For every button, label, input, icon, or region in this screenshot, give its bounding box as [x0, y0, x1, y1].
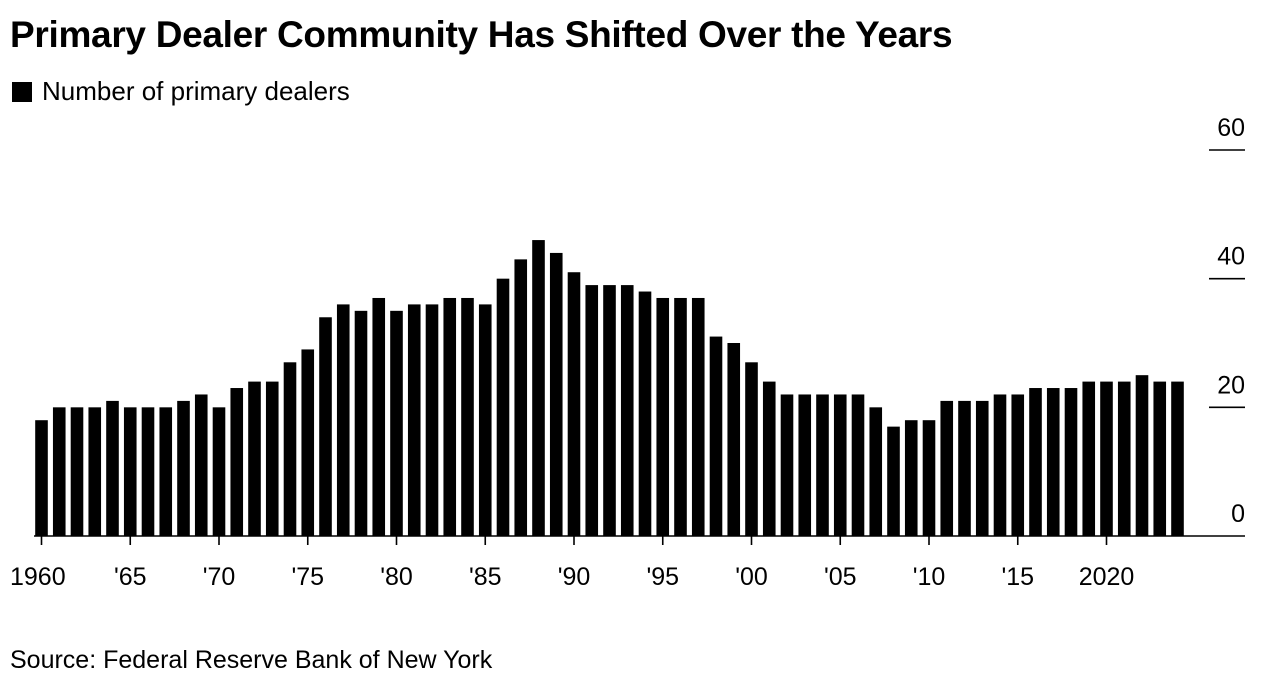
bar-1999	[727, 343, 741, 536]
bar-1964	[106, 400, 119, 536]
bar-1992	[603, 285, 616, 536]
bar-2013	[975, 400, 989, 536]
bar-1998	[709, 336, 723, 536]
bar-2002	[780, 394, 794, 536]
x-tick-label-2005: '05	[824, 563, 857, 591]
bar-2008	[887, 426, 900, 536]
bar-2011	[940, 400, 954, 536]
bar-2007	[869, 407, 883, 536]
x-tick-label-2010: '10	[913, 563, 946, 591]
source-note: Source: Federal Reserve Bank of New York	[10, 646, 493, 674]
y-axis: 0 20 40 60	[34, 114, 1245, 537]
bar-1975	[301, 349, 315, 536]
x-tick-label-1965: '65	[114, 563, 147, 591]
x-tick-label-1990: '90	[558, 563, 591, 591]
x-tick-label-2000: '00	[735, 563, 768, 591]
x-tick-label-2015: '15	[1001, 563, 1034, 591]
bar-2018	[1064, 388, 1078, 536]
bar-1982	[425, 304, 439, 536]
bar-2020	[1100, 381, 1113, 536]
x-tick-label-1985: '85	[469, 563, 502, 591]
bar-1960	[35, 420, 48, 536]
bar-2023	[1153, 381, 1167, 536]
bar-2017	[1046, 388, 1060, 536]
x-tick-label-1975: '75	[291, 563, 324, 591]
bar-2021	[1117, 381, 1131, 536]
bar-1994	[638, 291, 652, 536]
bar-1980	[390, 310, 403, 536]
y-tick-label-20: 20	[1217, 371, 1245, 399]
y-tick-label-60: 60	[1217, 114, 1245, 142]
bar-1978	[354, 310, 368, 536]
bar-1993	[620, 285, 634, 536]
chart-title: Primary Dealer Community Has Shifted Ove…	[10, 14, 953, 55]
y-tick-label-40: 40	[1217, 243, 1245, 271]
bar-1986	[496, 278, 510, 536]
bar-2004	[816, 394, 829, 536]
bar-1984	[461, 297, 474, 536]
bar-1989	[549, 252, 563, 536]
y-tick-label-0: 0	[1231, 500, 1245, 528]
bar-1996	[674, 297, 687, 536]
bars-group	[35, 240, 1184, 536]
bar-1967	[159, 407, 173, 536]
bar-2001	[762, 381, 776, 536]
x-tick-label-2020: 2020	[1079, 563, 1135, 591]
bar-1987	[514, 259, 528, 536]
x-tick-label-1970: '70	[203, 563, 236, 591]
bar-1974	[283, 362, 297, 536]
bar-1991	[585, 285, 599, 536]
bar-2005	[833, 394, 847, 536]
bar-2003	[798, 394, 812, 536]
bar-1981	[407, 304, 421, 536]
bar-1965	[123, 407, 137, 536]
bar-2000	[745, 362, 758, 536]
bar-1977	[336, 304, 350, 536]
bar-2015	[1011, 394, 1025, 536]
x-tick-label-1995: '95	[646, 563, 679, 591]
bar-1972	[248, 381, 261, 536]
bar-1988	[532, 240, 545, 536]
bar-1976	[319, 317, 332, 536]
bar-1971	[230, 388, 244, 536]
bar-1970	[212, 407, 226, 536]
bar-2019	[1082, 381, 1096, 536]
bar-1995	[656, 297, 670, 536]
bar-2010	[922, 420, 936, 536]
bar-1973	[265, 381, 279, 536]
bar-1985	[478, 304, 492, 536]
x-tick-label-1980: '80	[380, 563, 413, 591]
legend: Number of primary dealers	[12, 76, 350, 107]
bar-2012	[958, 400, 971, 536]
bar-1961	[52, 407, 66, 536]
x-tick-label-1960: 1960	[10, 563, 66, 591]
bar-1969	[194, 394, 208, 536]
x-axis: 1960 '65 '70 '75 '80 '85 '90 '95 '00 '05 '10 '15 202…	[10, 536, 1134, 591]
bar-2016	[1029, 388, 1042, 536]
bar-2024	[1171, 381, 1184, 536]
bar-2022	[1135, 375, 1149, 536]
bar-1983	[443, 297, 457, 536]
bar-1979	[372, 297, 386, 536]
bar-1968	[177, 400, 190, 536]
legend-label: Number of primary dealers	[42, 76, 350, 106]
legend-swatch	[12, 81, 32, 102]
bar-2006	[851, 394, 865, 536]
bar-1997	[691, 297, 705, 536]
bar-2009	[904, 420, 918, 536]
bar-1963	[88, 407, 102, 536]
bar-1966	[141, 407, 155, 536]
bar-1990	[567, 272, 581, 536]
bar-1962	[70, 407, 84, 536]
bar-2014	[993, 394, 1007, 536]
